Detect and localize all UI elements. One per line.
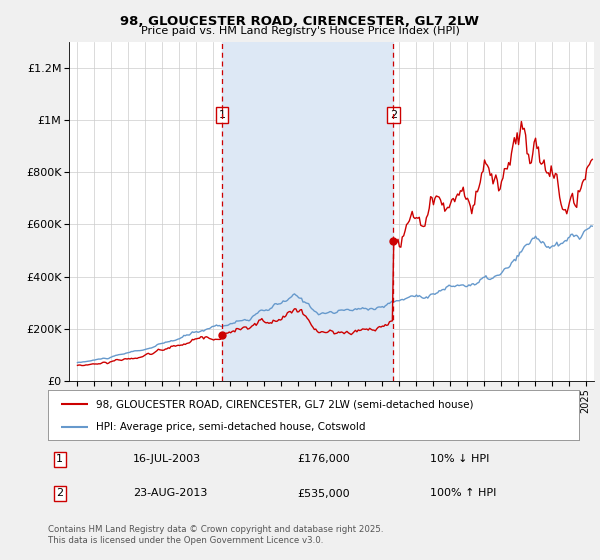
Text: Price paid vs. HM Land Registry's House Price Index (HPI): Price paid vs. HM Land Registry's House … xyxy=(140,26,460,36)
Text: 10% ↓ HPI: 10% ↓ HPI xyxy=(430,454,490,464)
Text: 23-AUG-2013: 23-AUG-2013 xyxy=(133,488,208,498)
Text: 1: 1 xyxy=(218,110,226,120)
Text: £176,000: £176,000 xyxy=(298,454,350,464)
Text: £535,000: £535,000 xyxy=(298,488,350,498)
Text: Contains HM Land Registry data © Crown copyright and database right 2025.
This d: Contains HM Land Registry data © Crown c… xyxy=(48,525,383,545)
Text: 98, GLOUCESTER ROAD, CIRENCESTER, GL7 2LW: 98, GLOUCESTER ROAD, CIRENCESTER, GL7 2L… xyxy=(121,15,479,28)
Bar xyxy=(222,42,394,381)
Text: 1: 1 xyxy=(56,454,63,464)
Text: 100% ↑ HPI: 100% ↑ HPI xyxy=(430,488,497,498)
Text: HPI: Average price, semi-detached house, Cotswold: HPI: Average price, semi-detached house,… xyxy=(96,422,365,432)
Text: 2: 2 xyxy=(56,488,63,498)
Text: 98, GLOUCESTER ROAD, CIRENCESTER, GL7 2LW (semi-detached house): 98, GLOUCESTER ROAD, CIRENCESTER, GL7 2L… xyxy=(96,399,473,409)
Text: 16-JUL-2003: 16-JUL-2003 xyxy=(133,454,201,464)
Text: 2: 2 xyxy=(390,110,397,120)
